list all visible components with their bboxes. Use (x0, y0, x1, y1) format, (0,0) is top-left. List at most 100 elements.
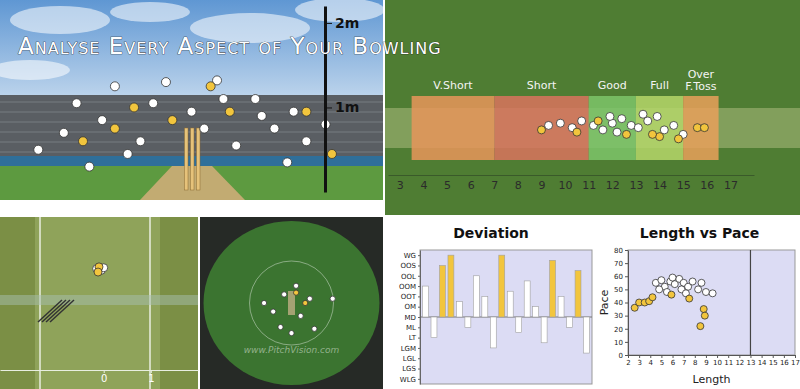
bar (516, 317, 522, 332)
tick: 0 (101, 370, 107, 384)
tick-label: 13 (629, 179, 643, 192)
tick: 10 (559, 175, 573, 192)
bars (420, 255, 592, 353)
bar (439, 265, 445, 317)
grass (0, 217, 198, 389)
tick-label: 9 (704, 359, 708, 367)
tick-mark (728, 355, 729, 358)
tick-label: 4 (649, 359, 654, 367)
point (698, 279, 705, 286)
tick: ML (406, 324, 420, 332)
bar (541, 317, 547, 343)
tick: 4 (420, 175, 427, 192)
point (668, 291, 675, 298)
point (330, 296, 335, 301)
tick: 12 (735, 355, 744, 367)
bar (482, 296, 488, 317)
tick: 30 (614, 312, 628, 320)
zone (494, 96, 588, 160)
tick-label: OOT (401, 293, 417, 301)
point (110, 82, 119, 91)
chart: V.ShortShortGoodFullOverF.Toss3456789101… (389, 68, 755, 192)
tick: 9 (704, 355, 708, 367)
zone-label-line: F.Toss (685, 80, 716, 93)
tick-label: 8 (693, 359, 697, 367)
point (709, 290, 716, 297)
tick: 12 (606, 175, 620, 192)
tick-mark (625, 263, 628, 264)
point (278, 324, 283, 329)
tick-label: 50 (614, 286, 623, 294)
zone-label: Short (527, 79, 557, 92)
tick: 13 (629, 175, 643, 192)
panel (385, 217, 597, 389)
zone-label: V.Short (433, 79, 473, 92)
tick: 17 (724, 175, 738, 192)
point (594, 117, 602, 125)
tick-label: 13 (747, 359, 756, 367)
tick: LGS (402, 365, 420, 373)
zone-label: OverF.Toss (685, 68, 716, 93)
tick-label: 10 (614, 339, 623, 347)
zone-label-line: Full (650, 79, 669, 92)
point (634, 124, 642, 132)
tick-label: OOS (401, 262, 417, 270)
tick: 6 (468, 175, 475, 192)
zone-labels: V.ShortShortGoodFullOverF.Toss (433, 68, 716, 93)
bar (584, 317, 590, 353)
bar (507, 291, 513, 317)
axis-line (1, 370, 199, 371)
tick: 13 (747, 355, 756, 367)
tick-mark (418, 276, 420, 277)
point (695, 286, 702, 293)
point (307, 296, 312, 301)
tick-mark (418, 338, 420, 339)
tick-label: LGL (403, 355, 416, 363)
points (261, 283, 335, 336)
point (257, 111, 266, 120)
zones (412, 96, 719, 160)
field (204, 221, 380, 385)
zone (589, 96, 636, 160)
point (232, 141, 241, 150)
point (702, 289, 709, 296)
tick: 20 (614, 325, 628, 333)
point (700, 124, 708, 132)
point (656, 286, 663, 293)
tick-label: 11 (582, 179, 596, 192)
tick-label: 3 (397, 179, 404, 192)
tick-label: 9 (538, 179, 545, 192)
tick: 15 (769, 355, 778, 367)
axis-line (629, 355, 796, 356)
tick: 11 (582, 175, 596, 192)
tick-label: OM (404, 303, 416, 311)
tick-mark (625, 342, 628, 343)
bar (431, 317, 437, 338)
point (219, 95, 228, 104)
tick-label: 17 (724, 179, 738, 192)
tick-mark (625, 250, 628, 251)
tick-label: 8 (515, 179, 522, 192)
tick: 3 (637, 355, 641, 367)
tick-mark (418, 369, 420, 370)
point (312, 326, 317, 331)
point (200, 124, 209, 133)
point (271, 309, 276, 314)
tick-mark (625, 303, 628, 304)
tick: OM (404, 303, 420, 311)
tick-label: 30 (614, 312, 623, 320)
bar (490, 317, 496, 348)
collage: 1m2mV.ShortShortGoodFullOverF.Toss345678… (0, 0, 800, 389)
point (653, 112, 661, 120)
point (556, 119, 564, 127)
point (149, 99, 158, 108)
tick: 14 (653, 175, 667, 192)
point (85, 162, 94, 171)
zone-label-line: Short (527, 79, 557, 92)
shadow (46, 300, 70, 322)
point (648, 130, 656, 138)
point (697, 323, 704, 330)
tick-mark (418, 286, 420, 287)
bar (550, 260, 556, 317)
tick: LGL (403, 355, 420, 363)
